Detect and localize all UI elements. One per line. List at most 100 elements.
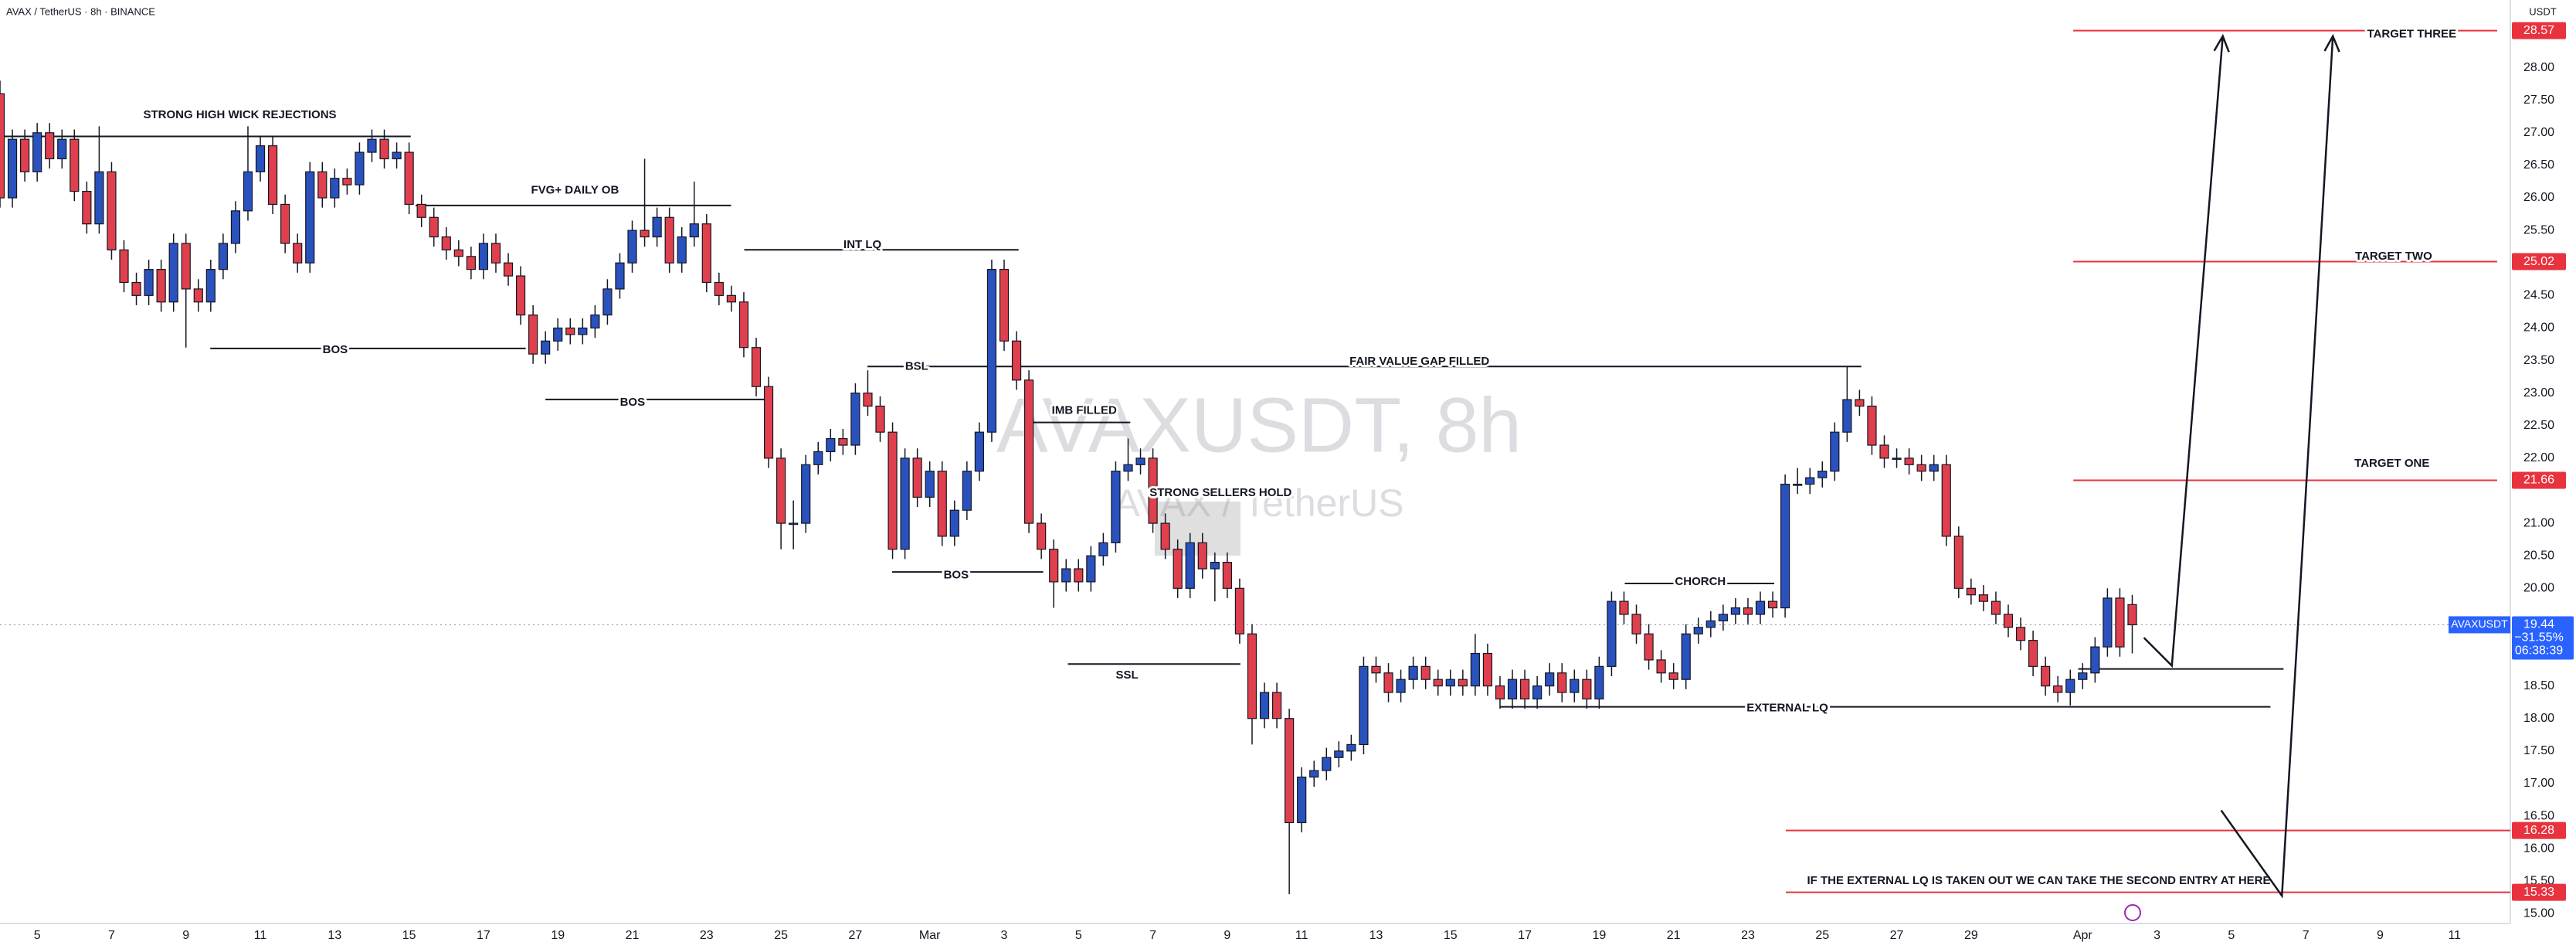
x-tick-label: 19 [1592, 929, 1606, 942]
candle-body [1755, 600, 1766, 615]
candle-body [813, 451, 823, 465]
watermark-subtitle: AVAX / TetherUS [1114, 481, 1403, 525]
candle-body [1904, 457, 1914, 465]
candle-body [82, 190, 92, 225]
candle-body [888, 431, 898, 550]
annotation-label: FAIR VALUE GAP FILLED [1349, 355, 1489, 368]
candle-body [205, 269, 216, 303]
candle-body [45, 132, 55, 160]
level-label: IF THE EXTERNAL LQ IS TAKEN OUT WE CAN T… [1807, 874, 2270, 887]
y-tick-label: 26.00 [2523, 191, 2554, 204]
x-tick-label: 5 [2228, 929, 2235, 942]
candle-body [1197, 542, 1207, 570]
level-price-label: 15.33 [2523, 886, 2554, 899]
candle-body [1259, 692, 1270, 719]
candle-body [330, 178, 340, 199]
candle-body [1619, 600, 1629, 615]
candle-body [503, 262, 514, 277]
candle-body [1396, 679, 1406, 693]
candle-body [1271, 692, 1282, 719]
y-tick-label: 17.50 [2523, 744, 2554, 757]
candle-body [1074, 568, 1084, 583]
y-tick-label: 18.00 [2523, 712, 2554, 725]
level-price-box [2512, 253, 2566, 270]
y-tick-label: 22.00 [2523, 451, 2554, 464]
candle-body [1061, 568, 1071, 583]
y-tick-label: 20.50 [2523, 549, 2554, 562]
candle-body [1817, 471, 1828, 478]
symbol-header: AVAX / TetherUS · 8h · BINANCE [6, 5, 155, 17]
level-price-label: 21.66 [2523, 474, 2554, 487]
candle-body [1978, 594, 1989, 602]
candle-body [1879, 444, 1889, 459]
candle-body [664, 216, 674, 264]
candle-body [1519, 679, 1530, 700]
x-tick-label: 9 [2377, 929, 2384, 942]
candle-body [1953, 536, 1963, 589]
candle-body [1482, 652, 1493, 687]
annotation-label: EXTERNAL LQ [1746, 702, 1828, 715]
x-tick-label: 7 [108, 929, 115, 942]
candle-body [1830, 431, 1840, 472]
candle-body [2065, 679, 2075, 693]
level-price-box [2512, 883, 2566, 901]
x-tick-label: 7 [2303, 929, 2310, 942]
candle-body [342, 178, 352, 185]
candle-body [1309, 770, 1319, 778]
annotation-label: FVG+ DAILY OB [531, 184, 619, 197]
candle-body [2090, 646, 2100, 674]
annotation-label: BSL [905, 359, 928, 372]
annotation-label: INT LQ [843, 238, 881, 251]
price-tag-countdown: 06:38:39 [2515, 645, 2563, 658]
y-tick-label: 21.00 [2523, 516, 2554, 529]
candle-body [1718, 614, 1728, 622]
candle-body [181, 243, 191, 290]
annotation-label: SSL [1115, 668, 1138, 682]
candle-body [1086, 555, 1096, 583]
candle-body [615, 262, 625, 290]
candle-body [243, 171, 253, 212]
candle-body [1644, 633, 1654, 661]
level-label: TARGET ONE [2354, 457, 2429, 470]
candle-body [1730, 607, 1741, 615]
candle-body [490, 243, 501, 264]
x-tick-label: 25 [774, 929, 788, 942]
candle-body [119, 249, 129, 284]
y-tick-label: 25.50 [2523, 223, 2554, 236]
projection-arrow [2143, 36, 2224, 668]
symbol-tag-label: AVAXUSDT [2451, 617, 2508, 630]
candle-body [1098, 542, 1108, 556]
y-tick-label: 26.50 [2523, 158, 2554, 172]
candle-body [1445, 679, 1455, 687]
candle-body [1185, 542, 1195, 589]
candle-body [144, 269, 154, 296]
x-tick-label: 7 [1149, 929, 1156, 942]
candle-body [974, 431, 985, 472]
candle-body [2015, 627, 2026, 641]
candle-body [156, 269, 166, 303]
x-tick-label: 5 [34, 929, 41, 942]
candle-body [1011, 340, 1022, 381]
candle-body [2028, 640, 2038, 667]
candle-body [1458, 679, 1468, 687]
candle-body [1941, 464, 1951, 537]
candle-body [1668, 672, 1678, 680]
candle-body [1495, 685, 1505, 700]
candle-body [1545, 672, 1555, 687]
candle-body [578, 327, 588, 335]
candle-body [193, 288, 203, 303]
candle-body [640, 230, 650, 238]
axis-unit: USDT [2529, 5, 2556, 17]
candle-body [1346, 743, 1356, 752]
x-tick-label: 23 [1741, 929, 1755, 942]
candle-body [1111, 471, 1121, 543]
candle-body [2041, 665, 2051, 687]
clock-icon [2124, 904, 2141, 921]
x-tick-label: 17 [477, 929, 490, 942]
candle-body [925, 471, 935, 498]
candle-body [763, 386, 774, 459]
annotation-label: CHORCH [1675, 575, 1726, 588]
x-tick-label: 29 [1964, 929, 1978, 942]
price-tag-value: 19.44 [2523, 618, 2554, 631]
